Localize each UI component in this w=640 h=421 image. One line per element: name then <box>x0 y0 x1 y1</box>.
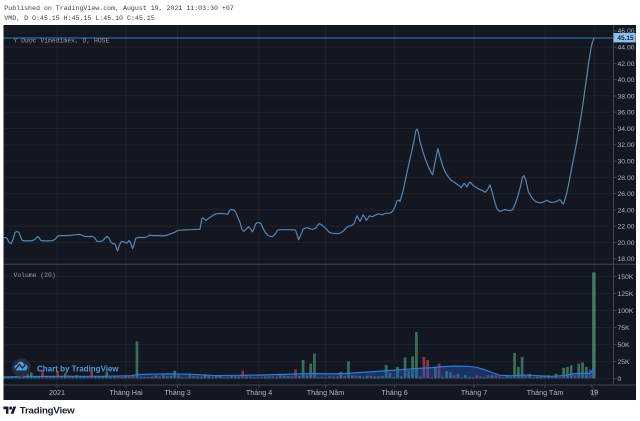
svg-text:TradingView: TradingView <box>20 405 75 416</box>
svg-text:Volume (20): Volume (20) <box>14 272 56 279</box>
svg-text:34.00: 34.00 <box>618 126 635 133</box>
svg-text:18.00: 18.00 <box>618 256 635 263</box>
svg-text:150K: 150K <box>618 274 634 281</box>
svg-text:38.00: 38.00 <box>618 93 635 100</box>
svg-text:125K: 125K <box>618 291 634 298</box>
svg-text:75K: 75K <box>618 325 631 332</box>
svg-text:36.00: 36.00 <box>618 110 635 117</box>
svg-text:Tháng Hai: Tháng Hai <box>109 388 143 397</box>
svg-text:Tháng 6: Tháng 6 <box>381 388 407 397</box>
svg-text:40.00: 40.00 <box>618 77 635 84</box>
svg-text:Tháng 3: Tháng 3 <box>164 388 190 397</box>
svg-text:44.00: 44.00 <box>618 45 635 52</box>
svg-text:Y Dược Vimedimex, D, HOSE: Y Dược Vimedimex, D, HOSE <box>14 38 110 45</box>
svg-text:26.00: 26.00 <box>618 191 635 198</box>
svg-text:19: 19 <box>591 390 599 397</box>
svg-text:45.15: 45.15 <box>617 35 634 42</box>
svg-text:22.00: 22.00 <box>618 224 635 231</box>
svg-text:2021: 2021 <box>49 388 65 397</box>
svg-text:28.00: 28.00 <box>618 175 635 182</box>
svg-text:100K: 100K <box>618 308 634 315</box>
svg-text:Chart by TradingView: Chart by TradingView <box>37 365 119 374</box>
svg-text:Tháng Tám: Tháng Tám <box>527 388 564 397</box>
svg-text:0: 0 <box>618 376 622 383</box>
svg-text:46.00: 46.00 <box>618 28 635 35</box>
svg-text:Tháng 7: Tháng 7 <box>461 388 487 397</box>
svg-text:Tháng 4: Tháng 4 <box>246 388 272 397</box>
svg-text:Tháng Năm: Tháng Năm <box>307 388 345 397</box>
svg-text:24.00: 24.00 <box>618 207 635 214</box>
svg-text:20.00: 20.00 <box>618 240 635 247</box>
svg-text:32.00: 32.00 <box>618 142 635 149</box>
svg-text:50K: 50K <box>618 342 631 349</box>
svg-text:30.00: 30.00 <box>618 159 635 166</box>
svg-text:42.00: 42.00 <box>618 61 635 68</box>
svg-text:25K: 25K <box>618 359 631 366</box>
